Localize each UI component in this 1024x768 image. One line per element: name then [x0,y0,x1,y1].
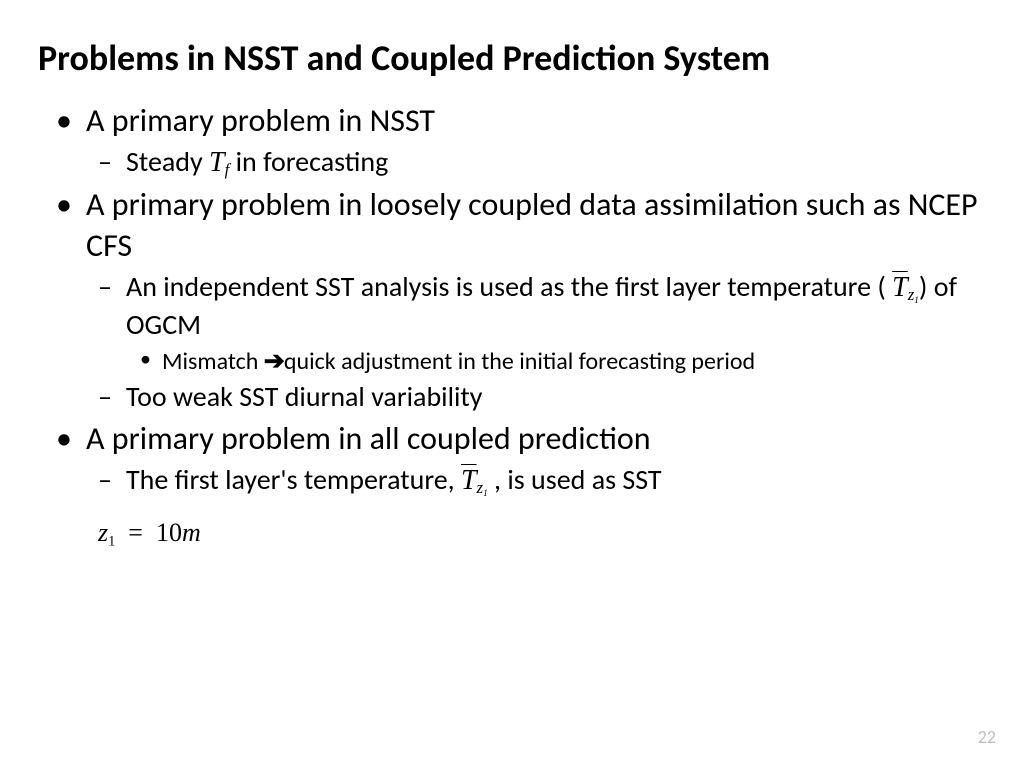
bullet-3-1: The first layer's temperature, Tz1 , is … [86,462,986,500]
bullet-list-level3: Mismatch ➔quick adjustment in the initia… [126,345,986,378]
page-number: 22 [978,726,996,748]
slide: Problems in NSST and Coupled Prediction … [0,0,1024,768]
math-Tf: Tf [209,147,229,178]
bullet-3-1-pre: The first layer's temperature, [126,462,461,497]
bullet-1-text: A primary problem in NSST [86,101,435,140]
math-Tbar-z1-a: Tz1 [892,272,919,303]
bullet-2-2: Too weak SST diurnal variability [86,379,986,415]
bullet-1: A primary problem in NSST Steady Tf in f… [38,101,986,181]
math-Tbar-b: T [461,465,477,496]
bullet-2-1-1-pre: Mismatch [162,347,264,376]
math-eq-sub1: 1 [108,533,115,549]
bullet-1-1-pre: Steady [126,144,209,179]
math-Tbar-z1-b: Tz1 [461,465,488,496]
bullet-3-text: A primary problem in all coupled predict… [86,419,651,458]
bullet-3-1-post: , is used as SST [488,462,662,497]
bullet-2-1: An independent SST analysis is used as t… [86,269,986,377]
bullet-list-level1: A primary problem in NSST Steady Tf in f… [38,101,986,500]
bullet-2: A primary problem in loosely coupled dat… [38,185,986,415]
slide-title: Problems in NSST and Coupled Prediction … [38,38,986,79]
bullet-list-level2-c: The first layer's temperature, Tz1 , is … [86,462,986,500]
bullet-1-1: Steady Tf in forecasting [86,144,986,181]
bullet-2-1-pre: An independent SST analysis is used as t… [126,269,892,304]
bullet-2-2-text: Too weak SST diurnal variability [126,379,482,414]
bullet-2-1-1: Mismatch ➔quick adjustment in the initia… [126,345,986,378]
math-Tbar-a: T [892,272,908,303]
math-sub-z-a: z1 [908,285,919,304]
bullet-list-level2-b: An independent SST analysis is used as t… [86,269,986,415]
bullet-list-level2: Steady Tf in forecasting [86,144,986,181]
bullet-2-1-1-post: quick adjustment in the initial forecast… [284,347,755,376]
bullet-2-text: A primary problem in loosely coupled dat… [86,185,978,265]
math-T: T [209,147,225,178]
equation-z1: z1 = 10m [38,518,986,550]
math-eq-z: z [98,518,108,547]
math-eq-equals: = [128,518,143,547]
bullet-3: A primary problem in all coupled predict… [38,419,986,500]
bullet-1-1-post: in forecasting [229,144,388,179]
arrow-icon: ➔ [264,345,284,378]
math-sub-z-b: z1 [477,478,488,497]
math-eq-tenm: 10m [156,518,201,547]
